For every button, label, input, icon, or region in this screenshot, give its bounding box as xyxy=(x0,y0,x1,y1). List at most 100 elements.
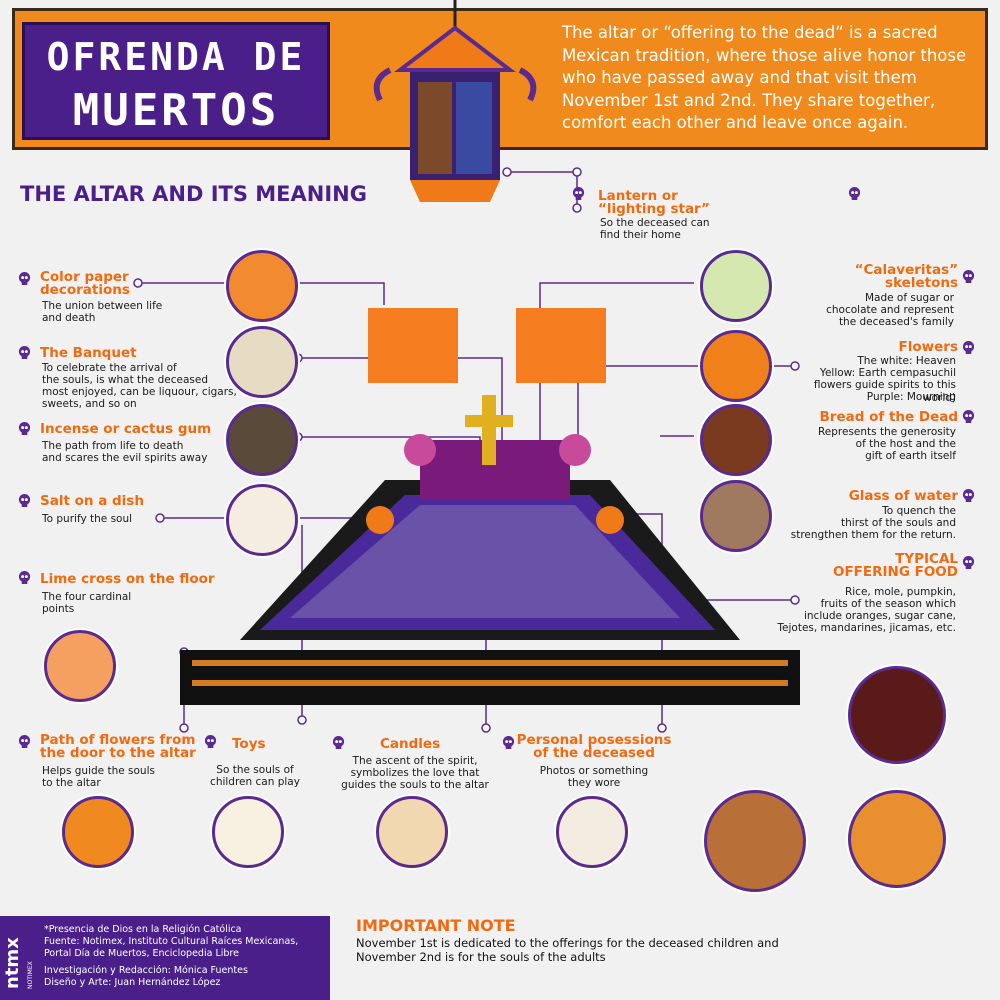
incense-title: Incense or cactus gum xyxy=(40,421,212,437)
lantern-title-line1: Lantern or xyxy=(598,188,678,204)
banquet-desc-line1: To celebrate the arrival of xyxy=(42,362,177,374)
flowers-desc-line1: The white: Heaven xyxy=(857,355,956,367)
food-title-line1: TYPICAL xyxy=(895,551,958,567)
skull-icon xyxy=(962,410,975,423)
skull-icon xyxy=(962,341,975,354)
skull-icon xyxy=(572,187,585,200)
toys-title: Toys xyxy=(232,736,266,752)
candles-desc-line1: The ascent of the spirit, xyxy=(352,755,478,767)
banquet-photo xyxy=(226,326,298,398)
water-desc-line2: thirst of the souls and xyxy=(841,517,956,529)
possessions-photo xyxy=(556,796,628,868)
candles-desc-line3: guides the souls to the altar xyxy=(341,779,489,791)
lantern-desc-line2: find their home xyxy=(600,229,681,241)
title-box: OFRENDA DE MUERTOS xyxy=(22,22,330,140)
mole-photo xyxy=(848,666,946,764)
credits-line5: Diseño y Arte: Juan Hernández López xyxy=(44,976,221,988)
altar-illustration xyxy=(180,308,800,705)
banquet-title: The Banquet xyxy=(40,345,137,361)
svg-text:NOTIMEX: NOTIMEX xyxy=(27,961,34,989)
flowers-desc-line2: Yellow: Earth cempasuchil xyxy=(819,367,956,379)
skull-icon xyxy=(962,489,975,502)
bread-photo xyxy=(700,404,772,476)
lime-title: Lime cross on the floor xyxy=(40,571,215,587)
calaveritas-desc-line2: chocolate and represent xyxy=(826,304,954,316)
path-of-flowers-photo xyxy=(62,796,134,868)
calaveritas-desc-line1: Made of sugar or xyxy=(864,292,954,304)
banquet-desc-line2: the souls, is what the deceased xyxy=(42,374,208,386)
path-title-line2: the door to the altar xyxy=(40,745,196,761)
skull-icon xyxy=(18,272,31,285)
path-title-line1: Path of flowers from xyxy=(40,732,196,748)
svg-text:ntmx: ntmx xyxy=(4,937,23,989)
credits-line1: *Presencia de Dios en la Religión Católi… xyxy=(44,924,242,935)
skull-icon xyxy=(18,735,31,748)
calaveritas-desc-line3: the deceased's family xyxy=(838,316,954,328)
credits-box xyxy=(0,916,330,1000)
paper-title-line1: Color paper xyxy=(40,269,129,285)
candles-photo xyxy=(376,796,448,868)
toys-desc-line2: children can play xyxy=(210,776,300,788)
path-desc-line1: Helps guide the souls xyxy=(42,765,155,777)
path-desc-line2: to the altar xyxy=(42,777,101,789)
important-note-line1: November 1st is dedicated to the offerin… xyxy=(356,936,779,950)
incense-desc-line1: The path from life to death xyxy=(42,440,184,452)
skull-icon xyxy=(204,735,217,748)
toys-desc-line1: So the souls of xyxy=(216,764,294,776)
possessions-desc-line2: they wore xyxy=(567,777,621,789)
food-desc-line2: fruits of the season which xyxy=(820,598,956,610)
credits-line2: Fuente: Notimex, Instituto Cultural Raíc… xyxy=(44,936,299,948)
paper-title-line2: decorations xyxy=(40,282,130,298)
skull-icon xyxy=(502,736,515,749)
salt-desc: To purify the soul xyxy=(42,513,133,525)
important-note-title: IMPORTANT NOTE xyxy=(356,916,516,935)
fruit-photo xyxy=(848,790,946,888)
skull-icon xyxy=(18,494,31,507)
food-title-line2: OFFERING FOOD xyxy=(832,564,958,580)
skull-icon xyxy=(962,556,975,569)
title-line-2: MUERTOS xyxy=(72,85,280,136)
skull-icon xyxy=(18,346,31,359)
calaveritas-title-line2: skeletons xyxy=(885,275,958,291)
lime-desc-line2: points xyxy=(42,603,75,615)
bread-desc-line2: of the host and the xyxy=(855,438,956,450)
flowers-desc-line3: flowers guide spirits to this world) xyxy=(813,379,956,404)
water-title: Glass of water xyxy=(848,488,958,504)
possessions-desc-line1: Photos or something xyxy=(539,765,649,777)
skull-icon xyxy=(848,187,861,200)
candles-desc-line2: symbolizes the love that xyxy=(350,767,480,779)
paper-desc-line1: The union between life xyxy=(42,300,163,312)
skull-icon xyxy=(18,571,31,584)
title-line-1: OFRENDA DE xyxy=(46,35,306,79)
possessions-title-line2: of the deceased xyxy=(533,745,655,761)
flowers-desc-line4: Purple: Mourning xyxy=(866,391,956,403)
skull-icon xyxy=(332,736,345,749)
credits-line4: Investigación y Redacción: Mónica Fuente… xyxy=(44,964,248,976)
skull-icon xyxy=(18,422,31,435)
skull-icon xyxy=(962,270,975,283)
candles-title: Candles xyxy=(380,736,441,752)
bread-desc-line1: Represents the generosity xyxy=(817,426,956,438)
section-title: THE ALTAR AND ITS MEANING xyxy=(20,182,367,206)
toys-photo xyxy=(212,796,284,868)
bread-title: Bread of the Dead xyxy=(819,409,958,425)
lantern-illustration xyxy=(373,0,537,202)
bread-desc-line3: gift of earth itself xyxy=(865,450,956,462)
lime-cross-photo xyxy=(44,630,116,702)
banquet-desc-line3: most enjoyed, can be liquour, cigars, xyxy=(42,386,237,398)
ntmx-logo: ntmx NOTIMEX xyxy=(4,937,34,989)
lantern-desc-line1: So the deceased can xyxy=(600,217,710,229)
pumpkin-photo xyxy=(704,790,806,892)
food-desc-line4: Tejotes, mandarines, jicamas, etc. xyxy=(777,622,956,634)
incense-desc-line2: and scares the evil spirits away xyxy=(42,452,208,464)
food-desc-line3: include oranges, sugar cane, xyxy=(803,610,956,622)
lime-desc-line1: The four cardinal xyxy=(42,591,132,603)
calaveritas-photo xyxy=(700,250,772,322)
lantern-title-line2: “lighting star” xyxy=(598,201,710,217)
paper-desc-line2: and death xyxy=(42,312,96,324)
banquet-desc-line4: sweets, and so on xyxy=(42,398,137,410)
salt-photo xyxy=(226,484,298,556)
flowers-photo xyxy=(700,330,772,402)
water-desc-line1: To quench the xyxy=(882,505,956,517)
